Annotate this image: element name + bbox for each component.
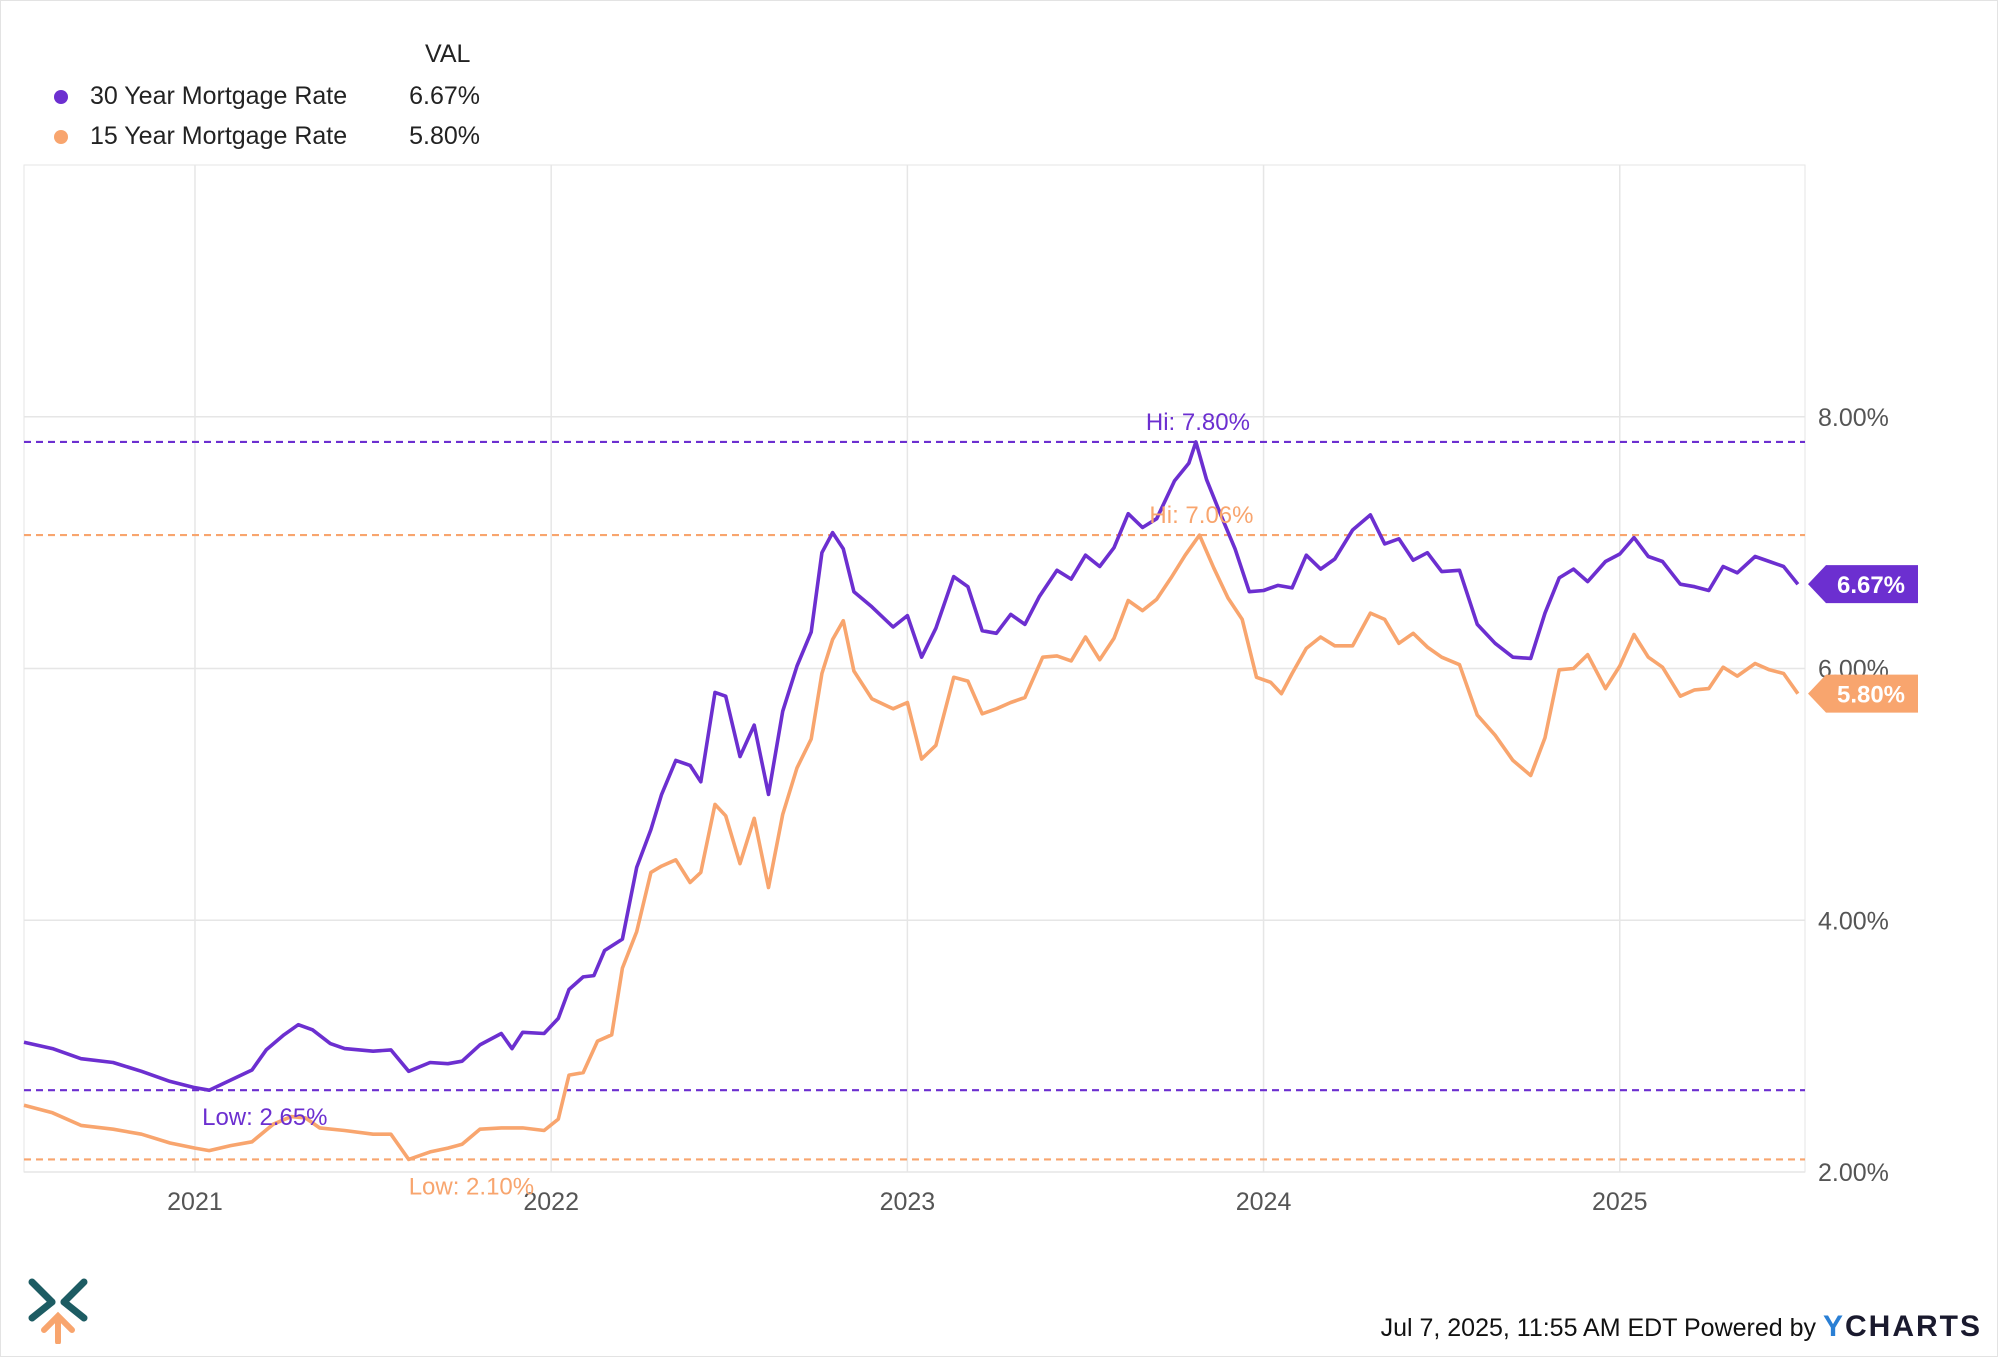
x-tick-label: 2023 bbox=[880, 1188, 936, 1216]
y-tick-label: 2.00% bbox=[1818, 1159, 1889, 1187]
legend-swatch bbox=[54, 90, 68, 104]
series-line[interactable] bbox=[23, 533, 1800, 1162]
ycharts-brand[interactable]: YCHARTS bbox=[1823, 1310, 1982, 1343]
legend-item-30-year[interactable]: 30 Year Mortgage Rate 6.67% bbox=[50, 76, 480, 116]
legend-item-label: 15 Year Mortgage Rate bbox=[90, 122, 348, 150]
last-value-marker bbox=[1808, 674, 1918, 713]
series-line[interactable] bbox=[23, 440, 1800, 1092]
legend-item-value: 5.80% bbox=[409, 122, 480, 150]
x-tick-label: 2022 bbox=[523, 1188, 579, 1216]
x-tick-label: 2024 bbox=[1236, 1188, 1292, 1216]
last-value-label: 6.67% bbox=[1837, 572, 1905, 599]
low-label: Low: 2.65% bbox=[202, 1104, 327, 1131]
x-tick-label: 2025 bbox=[1592, 1188, 1648, 1216]
ycharts-logo-icon bbox=[28, 1278, 88, 1344]
x-tick-label: 2021 bbox=[167, 1188, 223, 1216]
y-tick-label: 8.00% bbox=[1818, 404, 1889, 432]
y-tick-label: 4.00% bbox=[1818, 907, 1889, 935]
ycharts-brand-y: Y bbox=[1822, 1310, 1845, 1343]
last-value-marker bbox=[1808, 565, 1918, 604]
hi-label: Hi: 7.06% bbox=[1149, 502, 1253, 529]
footer-timestamp: Jul 7, 2025, 11:55 AM EDT bbox=[1380, 1314, 1678, 1342]
low-label: Low: 2.10% bbox=[409, 1173, 534, 1200]
legend-item-value: 6.67% bbox=[409, 82, 480, 110]
footer: Jul 7, 2025, 11:55 AM EDT Powered by YCH… bbox=[1381, 1310, 1982, 1344]
last-value-label: 5.80% bbox=[1837, 682, 1905, 709]
hi-label: Hi: 7.80% bbox=[1146, 409, 1250, 436]
ycharts-brand-rest: CHARTS bbox=[1845, 1310, 1982, 1343]
legend-item-15-year[interactable]: 15 Year Mortgage Rate 5.80% bbox=[50, 116, 480, 156]
footer-powered-by: Powered by bbox=[1684, 1314, 1817, 1342]
legend-swatch bbox=[54, 130, 68, 144]
legend-header: VAL bbox=[425, 40, 471, 68]
legend-item-label: 30 Year Mortgage Rate bbox=[90, 82, 348, 110]
